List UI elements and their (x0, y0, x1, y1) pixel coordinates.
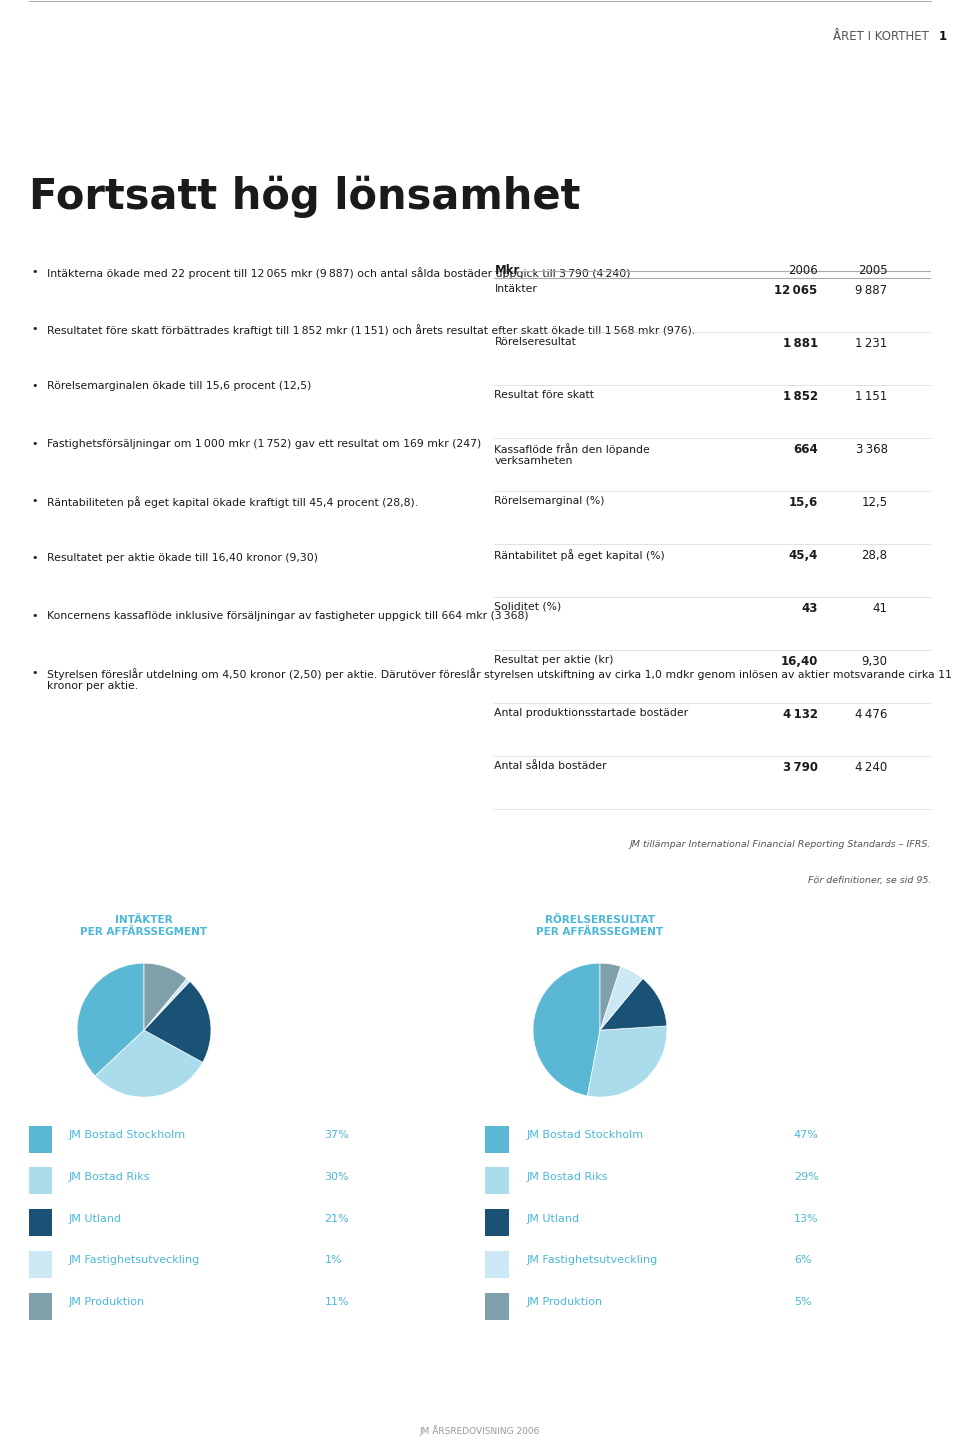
Wedge shape (600, 978, 667, 1031)
Text: 664: 664 (793, 443, 818, 456)
Wedge shape (144, 978, 190, 1031)
Text: 47%: 47% (794, 1130, 819, 1140)
Text: 21%: 21% (324, 1214, 349, 1223)
Text: Resultat före skatt: Resultat före skatt (494, 390, 594, 400)
Text: JM Bostad Stockholm: JM Bostad Stockholm (527, 1130, 644, 1140)
Text: Koncernens kassaflöde inklusive försäljningar av fastigheter uppgick till 664 mk: Koncernens kassaflöde inklusive försäljn… (47, 610, 528, 620)
Text: •: • (31, 496, 37, 507)
Text: 2006: 2006 (788, 264, 818, 277)
Text: 3 790: 3 790 (782, 761, 818, 775)
Text: 1 881: 1 881 (782, 336, 818, 349)
Text: 4 476: 4 476 (855, 708, 887, 721)
Text: 28,8: 28,8 (861, 549, 887, 562)
Text: 16,40: 16,40 (780, 655, 818, 668)
Text: 5%: 5% (794, 1297, 811, 1307)
Text: 1 852: 1 852 (782, 390, 818, 403)
Text: 15,6: 15,6 (788, 496, 818, 510)
Text: ÅRET I KORTHET: ÅRET I KORTHET (832, 29, 936, 42)
Text: JM Bostad Riks: JM Bostad Riks (69, 1172, 151, 1182)
Text: Styrelsen föreslår utdelning om 4,50 kronor (2,50) per aktie. Därutöver föreslår: Styrelsen föreslår utdelning om 4,50 kro… (47, 668, 951, 692)
Bar (485, 1293, 509, 1319)
Text: Resultat per aktie (kr): Resultat per aktie (kr) (494, 655, 613, 665)
Text: 1 151: 1 151 (855, 390, 887, 403)
Bar (29, 1168, 52, 1194)
Text: 3 368: 3 368 (855, 443, 887, 456)
Text: 1%: 1% (324, 1255, 342, 1265)
Text: 2005: 2005 (858, 264, 887, 277)
Text: Intäkter: Intäkter (494, 284, 538, 294)
Text: 4 132: 4 132 (782, 708, 818, 721)
Text: 1 231: 1 231 (855, 336, 887, 349)
Wedge shape (144, 964, 186, 1031)
Wedge shape (533, 964, 600, 1096)
Text: JM Utland: JM Utland (69, 1214, 122, 1223)
Text: 4 240: 4 240 (855, 761, 887, 775)
Wedge shape (588, 1026, 667, 1096)
Text: Kassaflöde från den löpande
verksamheten: Kassaflöde från den löpande verksamheten (494, 443, 650, 466)
Text: Resultatet före skatt förbättrades kraftigt till 1 852 mkr (1 151) och årets res: Resultatet före skatt förbättrades kraft… (47, 325, 695, 336)
Bar (29, 1293, 52, 1319)
Text: 43: 43 (802, 601, 818, 614)
Text: Resultatet per aktie ökade till 16,40 kronor (9,30): Resultatet per aktie ökade till 16,40 kr… (47, 553, 318, 563)
Text: 11%: 11% (324, 1297, 349, 1307)
Text: 6%: 6% (794, 1255, 811, 1265)
Text: 45,4: 45,4 (788, 549, 818, 562)
Text: 12 065: 12 065 (775, 284, 818, 297)
Text: •: • (31, 668, 37, 678)
Bar (485, 1208, 509, 1236)
Text: 37%: 37% (324, 1130, 349, 1140)
Text: Mkr: Mkr (494, 264, 519, 277)
Bar (485, 1168, 509, 1194)
Text: Antal produktionsstartade bostäder: Antal produktionsstartade bostäder (494, 708, 688, 718)
Text: Rörelseresultat: Rörelseresultat (494, 336, 576, 347)
Text: Intäkterna ökade med 22 procent till 12 065 mkr (9 887) och antal sålda bostäder: Intäkterna ökade med 22 procent till 12 … (47, 266, 630, 278)
Text: JM Utland: JM Utland (527, 1214, 580, 1223)
Wedge shape (77, 964, 144, 1076)
Text: 41: 41 (873, 601, 887, 614)
Text: JM ÅRSREDOVISNING 2006: JM ÅRSREDOVISNING 2006 (420, 1425, 540, 1436)
Text: JM Bostad Stockholm: JM Bostad Stockholm (69, 1130, 186, 1140)
Text: 1: 1 (939, 29, 947, 42)
Text: JM tillämpar International Financial Reporting Standards – IFRS.: JM tillämpar International Financial Rep… (630, 840, 931, 849)
Wedge shape (144, 981, 211, 1063)
Text: Fortsatt hög lönsamhet: Fortsatt hög lönsamhet (29, 176, 580, 218)
Text: INTÄKTER
PER AFFÄRSSEGMENT: INTÄKTER PER AFFÄRSSEGMENT (81, 916, 207, 936)
Text: RÖRELSERESULTAT
PER AFFÄRSSEGMENT: RÖRELSERESULTAT PER AFFÄRSSEGMENT (537, 916, 663, 936)
Bar (485, 1125, 509, 1153)
Text: •: • (31, 381, 37, 392)
Wedge shape (600, 967, 642, 1031)
Text: För definitioner, se sid 95.: För definitioner, se sid 95. (807, 877, 931, 885)
Text: •: • (31, 438, 37, 448)
Text: Räntabiliteten på eget kapital ökade kraftigt till 45,4 procent (28,8).: Räntabiliteten på eget kapital ökade kra… (47, 496, 418, 508)
Text: Rörelsemarginal (%): Rörelsemarginal (%) (494, 496, 605, 505)
Text: •: • (31, 266, 37, 277)
Text: JM Bostad Riks: JM Bostad Riks (527, 1172, 609, 1182)
Text: 29%: 29% (794, 1172, 819, 1182)
Wedge shape (95, 1031, 203, 1096)
Bar (29, 1125, 52, 1153)
Text: Räntabilitet på eget kapital (%): Räntabilitet på eget kapital (%) (494, 549, 665, 561)
Text: Soliditet (%): Soliditet (%) (494, 601, 562, 612)
Text: •: • (31, 325, 37, 333)
Text: •: • (31, 553, 37, 563)
Bar (29, 1208, 52, 1236)
Text: •: • (31, 610, 37, 620)
Text: JM Produktion: JM Produktion (69, 1297, 145, 1307)
Text: Antal sålda bostäder: Antal sålda bostäder (494, 761, 607, 770)
Text: 13%: 13% (794, 1214, 819, 1223)
Text: JM Fastighetsutveckling: JM Fastighetsutveckling (527, 1255, 658, 1265)
Text: Rörelsemarginalen ökade till 15,6 procent (12,5): Rörelsemarginalen ökade till 15,6 procen… (47, 381, 311, 392)
Bar (485, 1251, 509, 1278)
Text: 30%: 30% (324, 1172, 349, 1182)
Text: JM Fastighetsutveckling: JM Fastighetsutveckling (69, 1255, 201, 1265)
Text: JM Produktion: JM Produktion (527, 1297, 603, 1307)
Text: 9,30: 9,30 (861, 655, 887, 668)
Text: 9 887: 9 887 (855, 284, 887, 297)
Text: 12,5: 12,5 (861, 496, 887, 510)
Wedge shape (600, 964, 621, 1031)
Bar (29, 1251, 52, 1278)
Text: Fastighetsförsäljningar om 1 000 mkr (1 752) gav ett resultat om 169 mkr (247): Fastighetsförsäljningar om 1 000 mkr (1 … (47, 438, 481, 448)
